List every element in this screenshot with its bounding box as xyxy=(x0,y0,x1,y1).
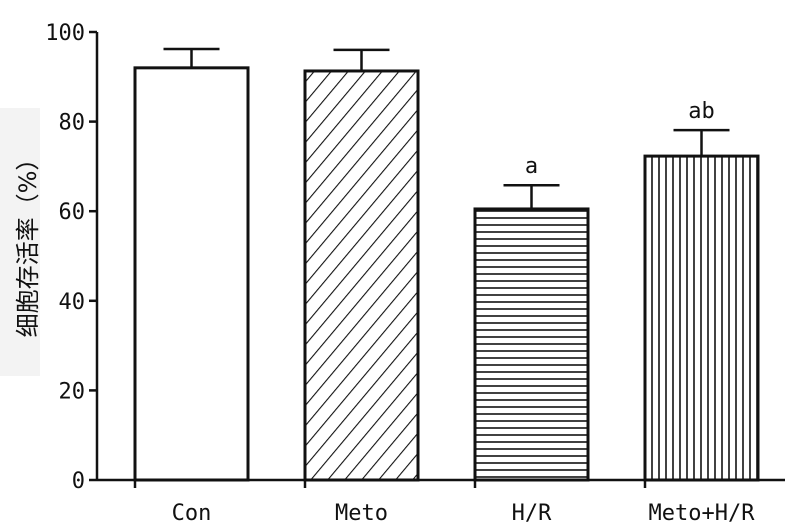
y-tick-label: 0 xyxy=(72,469,85,494)
x-tick-label: Meto+H/R xyxy=(649,501,756,526)
ylabel-background xyxy=(0,108,40,376)
y-axis-label: 细胞存活率（%） xyxy=(14,147,42,338)
bar-meto-h-r xyxy=(643,154,760,482)
significance-label: ab xyxy=(688,99,715,124)
y-tick-label: 20 xyxy=(59,379,86,404)
bar-meto xyxy=(303,69,420,482)
bar-con xyxy=(133,66,250,482)
x-tick-label: H/R xyxy=(512,501,552,526)
x-tick-label: Con xyxy=(172,501,212,526)
y-tick-label: 60 xyxy=(59,200,86,225)
y-tick-label: 80 xyxy=(59,111,86,136)
bar-h-r xyxy=(473,207,590,482)
y-tick-label: 100 xyxy=(45,21,85,46)
y-tick-label: 40 xyxy=(59,290,86,315)
x-tick-label: Meto xyxy=(335,501,388,526)
significance-label: a xyxy=(525,154,538,179)
